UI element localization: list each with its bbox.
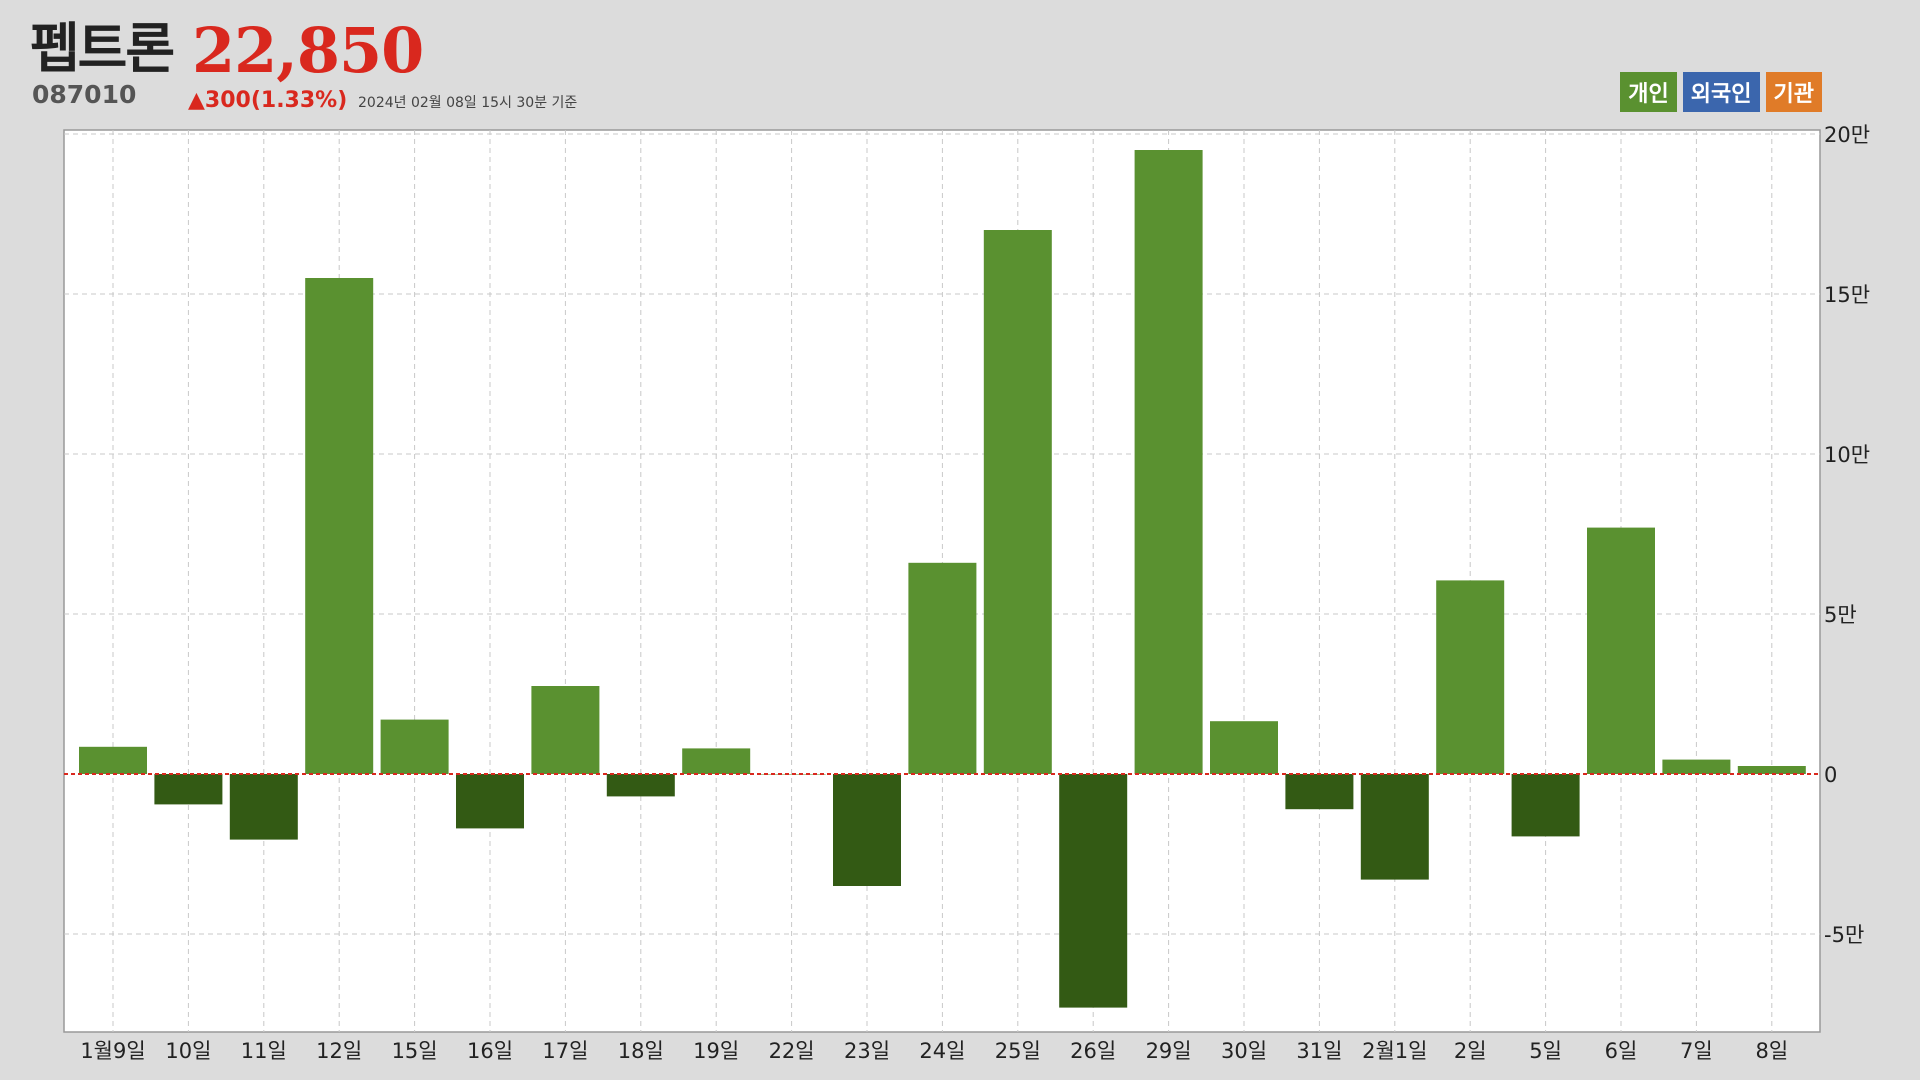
- legend-individual-button[interactable]: 개인: [1620, 72, 1677, 112]
- x-tick-label: 12일: [316, 1039, 362, 1063]
- stock-code: 087010: [32, 80, 137, 109]
- y-tick-label: 10만: [1824, 443, 1870, 467]
- x-tick-label: 23일: [844, 1039, 890, 1063]
- x-tick-label: 11일: [241, 1039, 287, 1063]
- bar: [833, 774, 901, 886]
- legend-institution-button[interactable]: 기관: [1765, 72, 1822, 112]
- x-tick-label: 15일: [392, 1039, 438, 1063]
- bar: [305, 278, 374, 774]
- investor-legend: 개인 외국인 기관: [1620, 72, 1822, 112]
- bar: [983, 230, 1052, 774]
- bar: [1285, 774, 1354, 810]
- bar: [1059, 774, 1128, 1008]
- x-tick-label: 6일: [1605, 1039, 1638, 1063]
- bar: [606, 774, 675, 797]
- bar: [1360, 774, 1429, 880]
- y-tick-label: 15만: [1824, 283, 1870, 307]
- x-tick-label: 2월1일: [1362, 1039, 1427, 1063]
- y-tick-label: 5만: [1824, 603, 1857, 627]
- bar: [1511, 774, 1580, 837]
- y-tick-label: 0: [1824, 763, 1837, 787]
- x-tick-label: 5일: [1529, 1039, 1562, 1063]
- bar: [229, 774, 298, 840]
- bar: [1210, 721, 1278, 774]
- bar: [1662, 759, 1731, 774]
- legend-foreign-button[interactable]: 외국인: [1682, 72, 1760, 112]
- stock-price: 22,850: [192, 14, 424, 87]
- x-tick-label: 17일: [542, 1039, 588, 1063]
- x-tick-label: 22일: [769, 1039, 815, 1063]
- stock-name: 펩트론: [30, 17, 175, 80]
- bar: [531, 686, 600, 774]
- x-tick-label: 1월9일: [80, 1039, 145, 1063]
- x-tick-label: 18일: [618, 1039, 664, 1063]
- bar: [1737, 766, 1806, 774]
- x-tick-label: 29일: [1146, 1039, 1192, 1063]
- x-tick-label: 31일: [1296, 1039, 1342, 1063]
- x-tick-label: 25일: [995, 1039, 1041, 1063]
- x-tick-label: 24일: [919, 1039, 965, 1063]
- bar: [908, 562, 977, 774]
- x-tick-label: 30일: [1221, 1039, 1267, 1063]
- x-tick-label: 7일: [1680, 1039, 1713, 1063]
- bar: [1134, 150, 1203, 774]
- y-tick-label: -5만: [1824, 923, 1864, 947]
- price-change: ▲300(1.33%): [188, 88, 348, 113]
- bar: [1587, 527, 1655, 774]
- as-of-timestamp: 2024년 02월 08일 15시 30분 기준: [358, 95, 578, 111]
- bar: [1436, 580, 1505, 774]
- bar: [380, 719, 449, 774]
- bar: [456, 774, 524, 829]
- x-tick-label: 2일: [1454, 1039, 1487, 1063]
- bar: [682, 748, 751, 774]
- bar: [79, 746, 147, 774]
- bar: [154, 774, 223, 805]
- y-tick-label: 20만: [1824, 123, 1870, 147]
- chart-header: 펩트론 22,850 087010 ▲300(1.33%) 2024년 02월 …: [0, 0, 1920, 130]
- x-tick-label: 10일: [165, 1039, 211, 1063]
- bar: [757, 774, 826, 775]
- x-tick-label: 8일: [1755, 1039, 1788, 1063]
- x-tick-label: 19일: [693, 1039, 739, 1063]
- x-tick-label: 26일: [1070, 1039, 1116, 1063]
- x-tick-label: 16일: [467, 1039, 513, 1063]
